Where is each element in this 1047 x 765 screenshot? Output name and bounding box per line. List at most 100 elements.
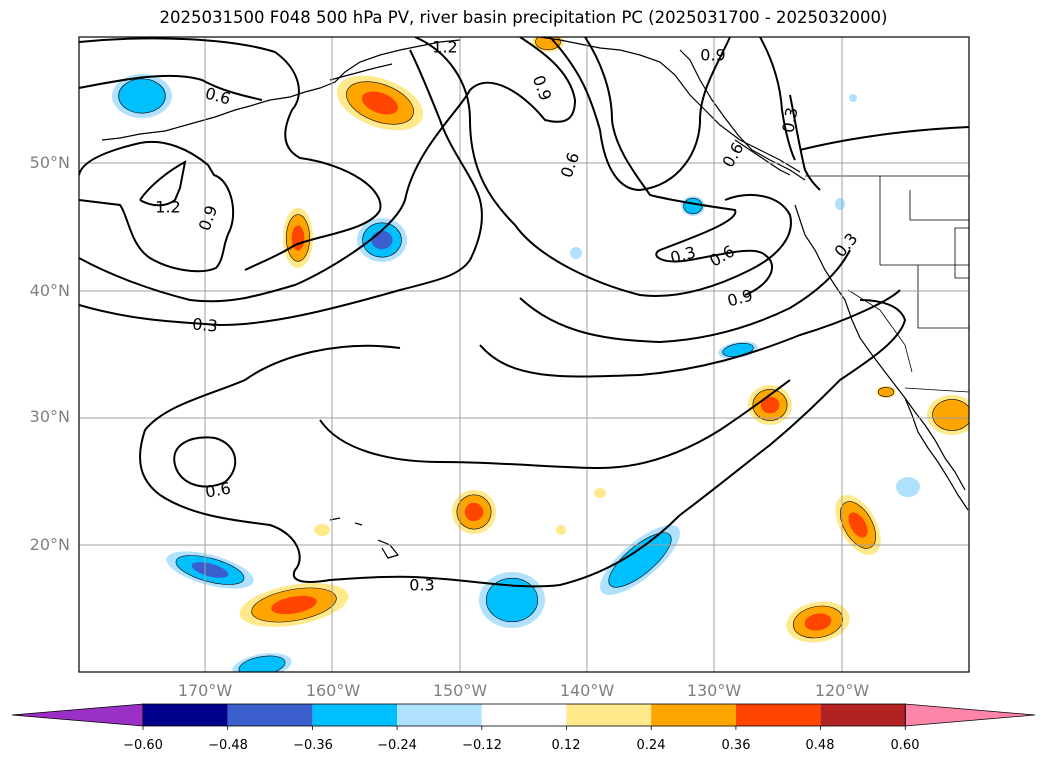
positive-anomaly	[594, 488, 606, 498]
lon-label-160w: 160°W	[305, 681, 361, 700]
negative-anomaly	[718, 341, 758, 359]
negative-anomaly	[479, 572, 545, 628]
pv-contour-0.3-mid	[479, 289, 901, 378]
pv-contour-0.9-north	[79, 37, 382, 271]
colorbar	[11, 703, 1036, 730]
positive-anomaly	[532, 37, 564, 52]
contour-label: 1.2	[155, 198, 180, 217]
colorbar-tick-label: −0.24	[377, 738, 417, 753]
contour-label: 0.9	[700, 46, 725, 65]
map-plot-area: 0.6 1.2 0.9 0.3 0.6 0.3 0.9 0.6 0.9 0.3 0.6 0.3 0.6 0…	[79, 37, 969, 672]
map-title: 2025031500 F048 500 hPa PV, river basin …	[159, 8, 888, 27]
anomaly-level	[118, 78, 166, 114]
negative-anomaly	[849, 94, 857, 102]
colorbar-tick-label: 0.12	[551, 738, 581, 753]
colorbar-tick-label: 0.60	[890, 738, 920, 753]
gulf-alaska-coast	[539, 37, 801, 173]
pv-contour-1.2-inner	[139, 160, 187, 207]
contour-label: 0.3	[831, 229, 862, 261]
coastlines	[101, 37, 969, 559]
colorbar-segment	[735, 704, 821, 726]
pv-contour-0.6-small-loop	[173, 436, 237, 488]
anomaly-level	[760, 396, 780, 414]
colorbar-extend-low	[11, 703, 144, 727]
colorbar-segment	[397, 704, 482, 726]
lon-label-120w: 120°W	[814, 681, 870, 700]
contour-labels: 0.6 1.2 0.9 0.3 0.6 0.3 0.9 0.6 0.9 0.3 0.6 0.3 0.6 0…	[155, 38, 861, 595]
anomaly-level	[238, 655, 286, 672]
pv-contour-1.2-west	[79, 140, 235, 273]
contour-label: 0.6	[706, 241, 738, 270]
colorbar-extend-high	[904, 703, 1036, 727]
negative-anomaly	[681, 196, 705, 216]
alaska-coast	[101, 39, 461, 141]
contour-label: 0.3	[191, 314, 218, 335]
contour-label: 0.6	[718, 139, 747, 171]
colorbar-segment	[143, 704, 228, 726]
anomaly-level	[361, 91, 399, 115]
anomaly-level	[683, 197, 703, 215]
positive-anomaly	[927, 395, 969, 435]
colorbar-segment	[481, 704, 567, 726]
lon-label-150w: 150°W	[432, 681, 488, 700]
colorbar-tick-label: −0.12	[462, 738, 502, 753]
anomaly-level	[191, 562, 229, 578]
contour-label: 0.9	[195, 203, 222, 233]
bc-coast	[679, 49, 806, 181]
anomaly-level	[835, 198, 845, 210]
positive-anomaly	[748, 385, 792, 425]
colorbar-tick-label: 0.24	[636, 738, 666, 753]
colorbar-outline	[142, 703, 906, 727]
pv-contour-0.3-inner-south	[789, 94, 821, 191]
negative-anomaly	[599, 525, 681, 595]
anomaly-level	[932, 399, 969, 431]
negative-anomaly	[357, 218, 407, 262]
anomaly-level	[848, 512, 868, 538]
colorbar-tick-label: −0.36	[293, 738, 333, 753]
anomaly-level	[877, 387, 895, 397]
positive-anomaly	[452, 490, 496, 534]
pv-contour-0.3-far-east	[799, 126, 969, 151]
anomaly-level	[804, 613, 832, 631]
positive-anomaly	[786, 601, 850, 643]
lon-label-170w: 170°W	[177, 681, 233, 700]
negative-anomaly	[896, 477, 920, 497]
positive-anomaly	[835, 495, 881, 555]
colorbar-tick-label: 0.36	[721, 738, 751, 753]
political-borders	[805, 175, 969, 393]
colorbar-segment	[820, 704, 906, 726]
lat-label-20n: 20°N	[29, 535, 70, 554]
anomaly-level	[570, 247, 582, 259]
colorbar-tick-label: −0.48	[208, 738, 248, 753]
lat-label-30n: 30°N	[29, 407, 70, 426]
colorbar-segment	[651, 704, 736, 726]
negative-anomaly	[835, 198, 845, 210]
anomaly-level	[896, 477, 920, 497]
pv-contour-0.3-east	[584, 37, 774, 296]
lon-label-140w: 140°W	[559, 681, 615, 700]
anomaly-level	[594, 488, 606, 498]
graticule	[79, 37, 969, 672]
positive-anomaly	[239, 583, 349, 627]
anomaly-level	[535, 37, 561, 51]
lat-label-40n: 40°N	[29, 281, 70, 300]
anomaly-level	[464, 502, 484, 522]
pv-contour-0.9-south	[759, 37, 796, 161]
positive-anomaly	[336, 75, 424, 131]
negative-anomaly	[570, 247, 582, 259]
anomaly-level	[314, 524, 330, 536]
positive-anomaly	[314, 524, 330, 536]
pv-contour-0.6-west	[79, 37, 577, 303]
positive-anomaly	[283, 208, 313, 268]
negative-anomaly	[112, 74, 172, 118]
pv-contour-0.9-east	[549, 37, 731, 192]
colorbar-segment	[227, 704, 313, 726]
colorbar-segment	[566, 704, 652, 726]
pv-contour-0.3-southwest	[139, 299, 907, 588]
pv-contour-0.6-south-loop	[319, 379, 791, 470]
anomaly-level	[556, 525, 566, 535]
negative-anomaly	[166, 551, 254, 589]
alaska-peninsula	[329, 63, 393, 81]
anomaly-level	[271, 595, 317, 615]
